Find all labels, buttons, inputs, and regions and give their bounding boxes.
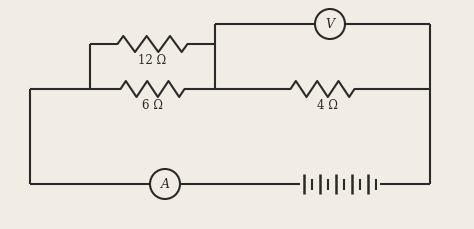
Text: A: A	[161, 177, 170, 191]
Text: 6 Ω: 6 Ω	[142, 99, 163, 112]
Circle shape	[315, 9, 345, 39]
Text: 12 Ω: 12 Ω	[138, 54, 167, 67]
Circle shape	[150, 169, 180, 199]
Text: 4 Ω: 4 Ω	[317, 99, 338, 112]
Text: V: V	[326, 17, 335, 30]
